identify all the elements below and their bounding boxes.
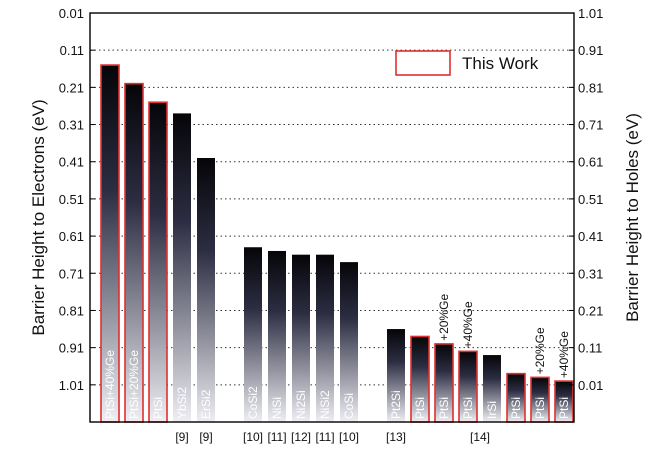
- bar-label: NiSi2: [318, 390, 332, 419]
- left-tick-label: 0.01: [59, 6, 84, 21]
- bar-label: PtSi: [509, 397, 523, 419]
- plot-frame: [89, 12, 575, 423]
- bar-label: PtSi: [151, 397, 165, 419]
- bar-note-label: +40%Ge: [461, 301, 475, 348]
- bar-label: PtSi+40%Ge: [103, 350, 117, 419]
- reference-label: [14]: [470, 430, 490, 444]
- right-tick-label: 0.81: [578, 80, 603, 95]
- right-tick-label: 0.11: [578, 341, 602, 356]
- bar-label: PtSi: [437, 397, 451, 419]
- legend-label: This Work: [462, 54, 539, 73]
- bar-label: PtSi: [557, 397, 571, 419]
- right-axis-title: Barrier Height to Holes (eV): [623, 113, 642, 322]
- reference-label: [13]: [386, 430, 406, 444]
- bar-label: PtSi: [533, 397, 547, 419]
- bar-note-label: +40%Ge: [557, 331, 571, 378]
- left-tick-label: 0.91: [59, 341, 84, 356]
- reference-label: [9]: [199, 430, 212, 444]
- bar: [148, 101, 168, 423]
- bar: [197, 158, 215, 422]
- bar-label: NiSi: [270, 397, 284, 419]
- reference-label: [10]: [243, 430, 263, 444]
- labels: 0.01 0.11 0.21 0.31 0.41 0.51 0.61 0.71 0.81 0.91…: [29, 6, 642, 444]
- legend: This Work: [395, 50, 539, 76]
- right-tick-label: 0.61: [578, 155, 603, 170]
- bar: [483, 355, 501, 422]
- left-tick-label: 0.31: [59, 118, 84, 133]
- bar-label: PtSi: [413, 397, 427, 419]
- right-tick-label: 0.21: [578, 303, 603, 318]
- bar-label: ErSi2: [199, 389, 213, 419]
- left-tick-label: 1.01: [59, 378, 84, 393]
- bars: [100, 64, 574, 423]
- bar: [340, 262, 358, 422]
- bar-note-label: +20%Ge: [437, 294, 451, 341]
- right-tick-label: 0.51: [578, 192, 603, 207]
- bar-label: YbSi2: [175, 387, 189, 419]
- left-tick-label: 0.11: [60, 43, 84, 58]
- bar: [387, 329, 405, 422]
- bar-note-label: +20%Ge: [533, 327, 547, 374]
- reference-label: [11]: [315, 430, 334, 444]
- right-tick-label: 0.01: [578, 378, 603, 393]
- bar: [268, 250, 286, 422]
- legend-swatch: [395, 50, 451, 76]
- reference-label: [9]: [175, 430, 188, 444]
- bar: [292, 254, 310, 422]
- bar-label: CoSi: [342, 393, 356, 419]
- right-tick-label: 0.41: [578, 229, 603, 244]
- reference-label: [10]: [339, 430, 359, 444]
- bar-label: Pt2Si: [389, 390, 403, 419]
- bar-label: PtSi+20%Ge: [127, 350, 141, 419]
- left-tick-label: 0.41: [59, 155, 84, 170]
- left-tick-label: 0.51: [59, 192, 84, 207]
- left-tick-label: 0.71: [59, 266, 84, 281]
- reference-label: [11]: [267, 430, 286, 444]
- plot-border: [89, 12, 575, 423]
- right-tick-label: 1.01: [578, 6, 603, 21]
- bar-label: PtSi: [461, 397, 475, 419]
- bar-label: CoSi2: [246, 386, 260, 419]
- bar-label: Ni2Si: [294, 390, 308, 419]
- bar: [316, 254, 334, 422]
- right-tick-label: 0.91: [578, 43, 603, 58]
- left-axis-title: Barrier Height to Electrons (eV): [29, 99, 48, 335]
- left-tick-label: 0.81: [59, 303, 84, 318]
- right-tick-label: 0.71: [578, 118, 603, 133]
- left-tick-label: 0.61: [59, 229, 84, 244]
- reference-label: [12]: [291, 430, 311, 444]
- bar-label: IrSi: [485, 401, 499, 419]
- right-tick-label: 0.31: [578, 266, 603, 281]
- bar: [244, 247, 262, 422]
- bar: [173, 113, 191, 423]
- left-tick-label: 0.21: [59, 80, 84, 95]
